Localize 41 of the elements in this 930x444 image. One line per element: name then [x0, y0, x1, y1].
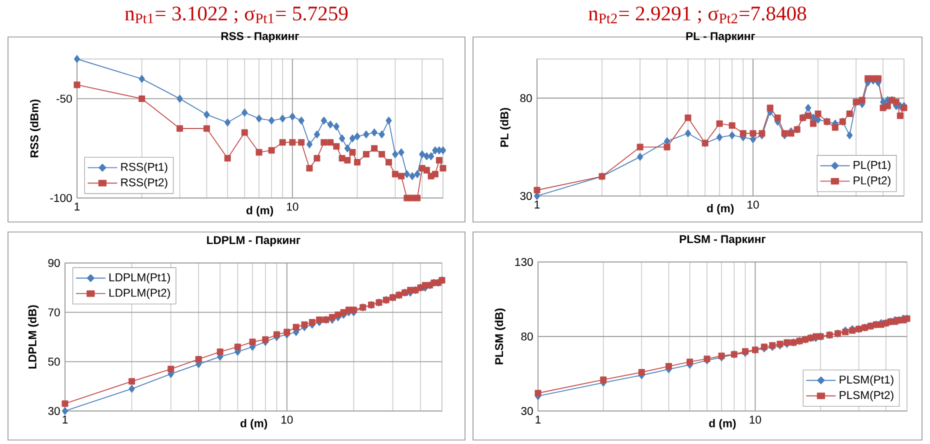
x-tick-label: 10 — [281, 416, 293, 424]
y-axis-title: RSS (dBm) — [30, 100, 41, 158]
legend-label: RSS(Pt1) — [121, 162, 168, 174]
y-tick-label: 80 — [521, 332, 533, 340]
x-tick-label: 10 — [748, 200, 759, 209]
y-tick-label: 30 — [521, 407, 533, 415]
x-tick-label: 1 — [534, 200, 540, 208]
x-axis-title: d (m) — [240, 419, 268, 430]
y-axis-title: PLSM (dB) — [494, 308, 506, 364]
x-axis-title: d (m) — [246, 206, 274, 217]
chart-title: RSS - Паркинг — [221, 32, 300, 42]
legend-label: LDPLM(Pt2) — [109, 288, 170, 300]
chart-title: LDPLM - Паркинг — [207, 236, 300, 246]
legend-label: LDPLM(Pt1) — [109, 273, 170, 284]
x-tick-label: 1 — [74, 202, 80, 210]
y-tick-label: 50 — [48, 358, 60, 366]
chart-title: PLSM - Паркинг — [680, 235, 766, 246]
x-tick-label: 10 — [287, 202, 298, 211]
text: n$_{Pt1}$= 3.1022 ; σ$_{Pt1}$= 5.7259 — [125, 6, 348, 24]
y-tick-label: -50 — [56, 94, 72, 103]
y-axis-title: LDPLM (dB) — [28, 305, 39, 369]
x-axis-title: d (m) — [707, 204, 734, 215]
legend-label: PL(Pt1) — [854, 160, 890, 172]
x-axis-title: d (m) — [709, 419, 736, 430]
legend-label: PL(Pt2) — [854, 176, 890, 187]
y-tick-label: 70 — [48, 308, 60, 316]
y-axis-title: PL (dB) — [500, 108, 511, 147]
x-tick-label: 10 — [750, 416, 762, 424]
legend-label: RSS(Pt2) — [121, 178, 168, 189]
y-tick-label: 30 — [520, 192, 532, 200]
chart-title: PL - Паркинг — [686, 32, 756, 42]
y-tick-label: 80 — [520, 94, 532, 102]
y-tick-label: 90 — [48, 259, 60, 267]
y-tick-label: -100 — [50, 194, 72, 202]
legend-label: PLSM(Pt1) — [840, 375, 894, 386]
x-tick-label: 1 — [62, 416, 68, 424]
legend-label: PLSM(Pt2) — [840, 390, 894, 402]
x-tick-label: 1 — [536, 416, 541, 424]
y-tick-label: 130 — [515, 258, 533, 266]
y-tick-label: 30 — [48, 407, 60, 415]
text: n$_{Pt2}$= 2.9291 ; σ$_{Pt2}$=7.8408 — [588, 6, 806, 24]
